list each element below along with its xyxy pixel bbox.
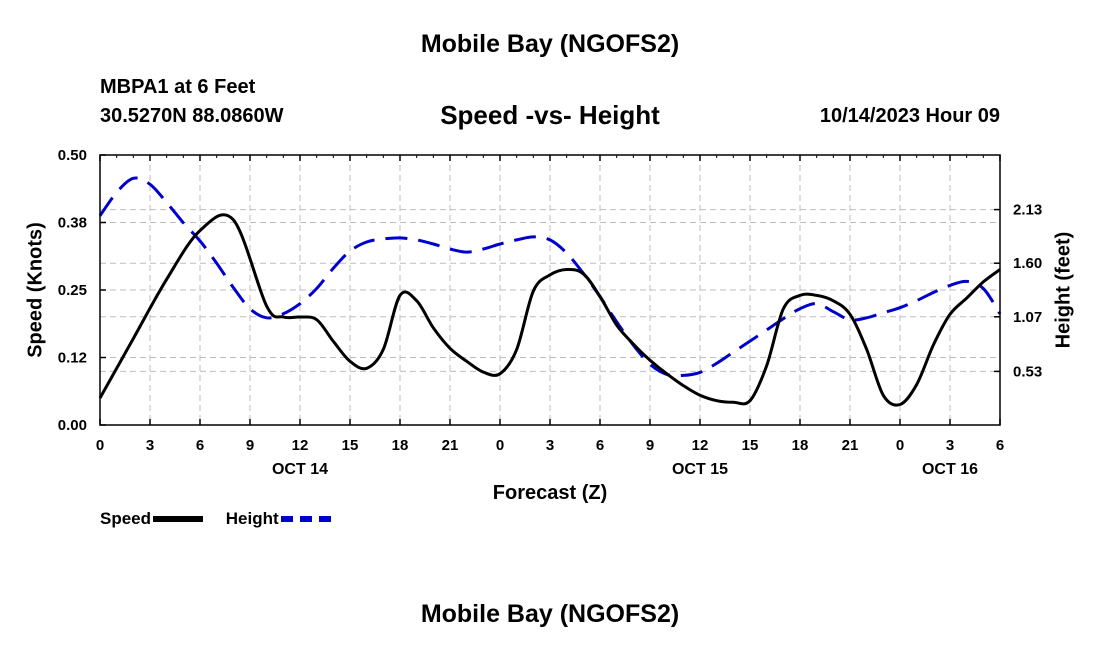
x-tick-label: 6 xyxy=(996,437,1004,454)
chart-title: Speed -vs- Height xyxy=(440,100,660,130)
legend-swatch-speed xyxy=(153,516,204,522)
x-tick-label: 9 xyxy=(646,437,654,454)
series-line-speed xyxy=(98,213,1001,407)
x-tick-label: 0 xyxy=(896,437,904,454)
main-title: Mobile Bay (NGOFS2) xyxy=(420,30,680,58)
y-axis-label-speed: Speed (Knots) xyxy=(24,222,47,358)
x-tick-label: 21 xyxy=(842,437,859,454)
y2-tick-label: 1.07 xyxy=(1013,309,1042,326)
date-label: OCT 14 xyxy=(272,461,328,478)
timestamp-label: 10/14/2023 Hour 09 xyxy=(819,105,1000,127)
legend-label-height: Height xyxy=(225,509,279,528)
x-tick-label: 9 xyxy=(246,437,254,454)
x-axis-label: Forecast (Z) xyxy=(492,482,608,504)
station-label: MBPA1 at 6 Feet xyxy=(100,76,256,98)
x-tick-label: 21 xyxy=(442,437,459,454)
legend-item-height: Height xyxy=(226,509,331,529)
x-tick-label: 3 xyxy=(946,437,954,454)
y2-tick-label: 2.13 xyxy=(1013,202,1042,219)
x-tick-label: 0 xyxy=(496,437,504,454)
y2-tick-label: 0.53 xyxy=(1013,363,1042,380)
y2-tick-label: 1.60 xyxy=(1013,255,1042,272)
axes: 0 3 6 9 12 15 18 21 0 3 6 9 12 15 18 21 0 3 6 OCT 14 OCT 15 O… xyxy=(58,147,1042,478)
legend-item-speed: Speed xyxy=(100,509,204,529)
series-line-height xyxy=(98,176,1002,378)
y-tick-label: 0.50 xyxy=(58,147,87,164)
x-tick-label: 15 xyxy=(342,437,359,454)
x-tick-label: 3 xyxy=(146,437,154,454)
y-tick-label: 0.00 xyxy=(58,417,87,434)
y-tick-label: 0.38 xyxy=(58,215,87,232)
bottom-title: Mobile Bay (NGOFS2) xyxy=(420,600,680,628)
x-tick-label: 6 xyxy=(196,437,204,454)
x-tick-label: 18 xyxy=(792,437,809,454)
legend-swatch-height xyxy=(280,516,331,522)
x-tick-label: 12 xyxy=(692,437,709,454)
x-tick-label: 3 xyxy=(546,437,554,454)
x-tick-label: 12 xyxy=(292,437,309,454)
y-tick-label: 0.12 xyxy=(58,350,87,367)
coordinates-label: 30.5270N 88.0860W xyxy=(100,105,284,127)
date-label: OCT 16 xyxy=(922,461,978,478)
x-tick-label: 18 xyxy=(392,437,409,454)
x-tick-label: 15 xyxy=(742,437,759,454)
legend-label-speed: Speed xyxy=(100,509,152,528)
grid xyxy=(100,155,1000,425)
y-axis-label-height: Height (feet) xyxy=(1052,231,1075,349)
x-tick-label: 0 xyxy=(96,437,104,454)
legend: Speed Height xyxy=(100,509,349,529)
y-tick-label: 0.25 xyxy=(58,282,87,299)
x-tick-label: 6 xyxy=(596,437,604,454)
date-label: OCT 15 xyxy=(672,461,728,478)
series-layer xyxy=(98,176,1002,407)
